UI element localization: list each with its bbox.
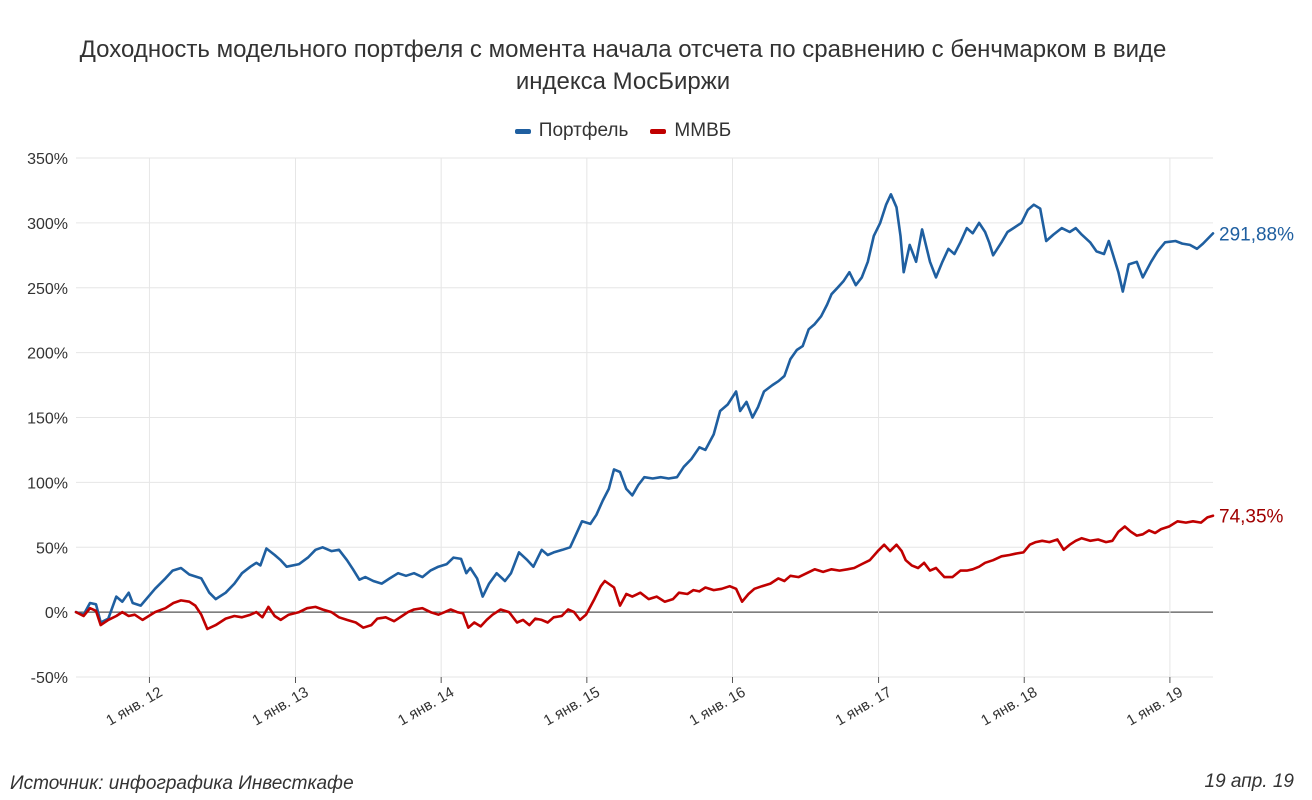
series-line-portfolio [74, 193, 1215, 624]
x-tick-label: 1 янв. 14 [395, 684, 457, 730]
end-label-portfolio: 291,88% [1219, 224, 1294, 245]
y-tick-label: 350% [27, 151, 68, 168]
x-tick-label: 1 янв. 19 [1124, 684, 1186, 730]
footer-source: Источник: инфографика Инвесткафе [10, 773, 354, 794]
y-tick-label: 0% [45, 605, 68, 622]
legend-label-mmvb: ММВБ [674, 120, 732, 141]
x-tick-label: 1 янв. 16 [686, 684, 748, 730]
x-tick-label: 1 янв. 17 [832, 684, 894, 730]
legend-item-mmvb[interactable]: ММВБ [650, 120, 731, 142]
legend-swatch-mmvb [650, 128, 667, 134]
chart-title-line-2: индекса МосБиржи [515, 68, 731, 95]
x-tick-label: 1 янв. 12 [103, 684, 165, 730]
chart-title-line-1: Доходность модельного портфеля с момента… [79, 36, 1167, 63]
y-tick-label: -50% [31, 670, 68, 687]
end-label-mmvb: 74,35% [1219, 507, 1284, 528]
chart-title: Доходность модельного портфеля с момента… [0, 34, 1246, 98]
y-tick-label: 250% [27, 281, 68, 298]
legend-label-portfolio: Портфель [538, 120, 629, 141]
series-line-mmvb [74, 514, 1215, 631]
legend-item-portfolio[interactable]: Портфель [514, 120, 629, 142]
x-tick-label: 1 янв. 18 [978, 684, 1040, 730]
y-tick-label: 50% [36, 540, 68, 557]
y-tick-label: 100% [27, 475, 68, 492]
x-tick-label: 1 янв. 13 [249, 684, 311, 730]
y-tick-label: 300% [27, 216, 68, 233]
y-tick-label: 200% [27, 346, 68, 363]
chart-legend: Портфель ММВБ [0, 120, 1246, 142]
legend-swatch-portfolio [514, 128, 531, 134]
y-tick-label: 150% [27, 411, 68, 428]
x-tick-label: 1 янв. 15 [541, 684, 603, 730]
footer-date: 19 апр. 19 [1204, 771, 1294, 792]
